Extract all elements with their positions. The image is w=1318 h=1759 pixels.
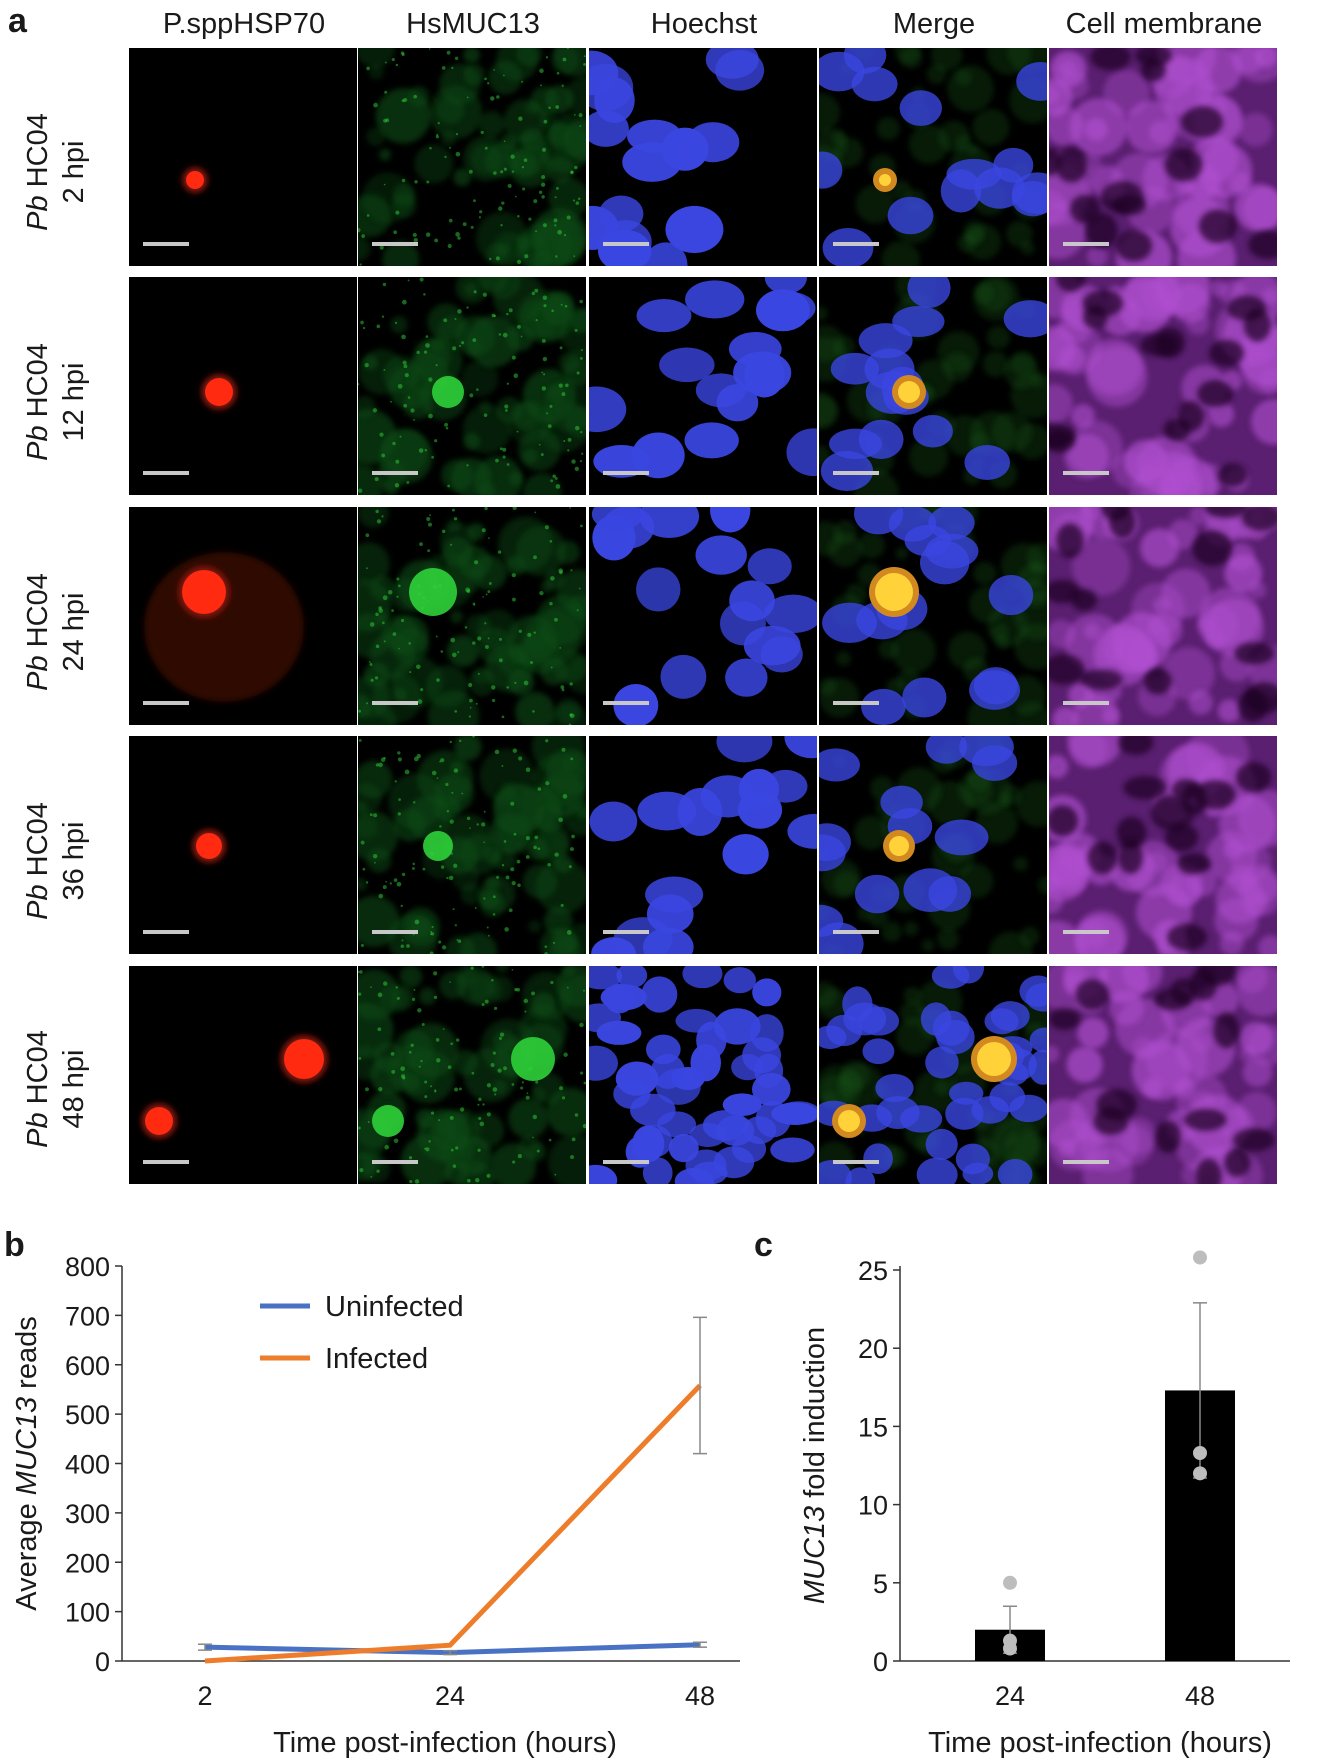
- micrograph-tile: [129, 736, 357, 954]
- y-tick-label: 600: [65, 1351, 110, 1381]
- data-point: [1003, 1633, 1017, 1648]
- column-header-merge: Merge: [892, 8, 976, 40]
- data-point: [1193, 1445, 1207, 1460]
- column-header-hoechst: Hoechst: [650, 8, 758, 40]
- micrograph-tile: [358, 966, 586, 1184]
- micrograph-tile: [358, 736, 586, 954]
- y-tick-label: 100: [65, 1598, 110, 1628]
- micrograph-tile: [358, 277, 586, 495]
- y-tick-label: 10: [858, 1491, 888, 1521]
- panel-label-b: b: [4, 1226, 25, 1264]
- micrograph-tile: [129, 277, 357, 495]
- column-header-membrane: Cell membrane: [1065, 8, 1263, 40]
- micrograph-tile: [1049, 966, 1277, 1184]
- x-tick-label: 48: [1185, 1681, 1215, 1711]
- y-tick-label: 200: [65, 1548, 110, 1578]
- micrograph-tile: [819, 966, 1047, 1184]
- x-tick-label: 48: [685, 1681, 715, 1711]
- micrograph-tile: [129, 507, 357, 725]
- bar-24: [975, 1629, 1045, 1661]
- micrograph-tile: [819, 736, 1047, 954]
- micrograph-tile: [358, 507, 586, 725]
- y-axis-label: MUC13 fold induction: [799, 1327, 831, 1604]
- micrograph-tile: [819, 277, 1047, 495]
- y-tick-label: 20: [858, 1334, 888, 1364]
- micrograph-tile: [589, 966, 817, 1184]
- micrograph-tile: [589, 48, 817, 266]
- y-tick-label: 800: [65, 1252, 110, 1282]
- x-axis-label: Time post-infection (hours): [928, 1727, 1272, 1759]
- y-axis-label: Average MUC13 reads: [11, 1316, 43, 1610]
- y-tick-label: 0: [873, 1647, 888, 1677]
- micrograph-tile: [1049, 48, 1277, 266]
- micrograph-tile: [589, 277, 817, 495]
- y-tick-label: 700: [65, 1301, 110, 1331]
- x-tick-label: 2: [197, 1681, 212, 1711]
- micrograph-tile: [1049, 277, 1277, 495]
- x-tick-label: 24: [435, 1681, 465, 1711]
- y-tick-label: 25: [858, 1256, 888, 1286]
- y-tick-label: 15: [858, 1412, 888, 1442]
- panel-label-a: a: [8, 2, 27, 40]
- data-point: [1193, 1466, 1207, 1481]
- y-tick-label: 0: [95, 1647, 110, 1677]
- micrograph-tile: [358, 48, 586, 266]
- legend-label: Uninfected: [325, 1291, 464, 1323]
- micrograph-tile: [819, 48, 1047, 266]
- y-tick-label: 500: [65, 1400, 110, 1430]
- data-point: [1003, 1575, 1017, 1590]
- data-point: [1003, 1641, 1017, 1656]
- x-axis-label: Time post-infection (hours): [273, 1727, 617, 1759]
- x-tick-label: 24: [995, 1681, 1025, 1711]
- bar-48: [1165, 1390, 1235, 1661]
- series-line-infected: [204, 1383, 702, 1664]
- y-tick-label: 5: [873, 1569, 888, 1599]
- data-point: [1193, 1250, 1207, 1265]
- micrograph-tile: [129, 48, 357, 266]
- panel-label-c: c: [754, 1226, 773, 1264]
- line-chart-muc13-reads: 0 100 200 300 400 500 600 700 800 2 24 48 Time post-…: [11, 1252, 740, 1759]
- column-header-hsp70: P.sppHSP70: [162, 8, 326, 40]
- column-header-muc13: HsMUC13: [406, 8, 540, 40]
- micrograph-tile: [1049, 507, 1277, 725]
- y-tick-label: 300: [65, 1499, 110, 1529]
- legend-label: Infected: [325, 1343, 428, 1375]
- micrograph-tile: [589, 736, 817, 954]
- micrograph-tile: [129, 966, 357, 1184]
- micrograph-tile: [819, 507, 1047, 725]
- micrograph-tile: [589, 507, 817, 725]
- micrograph-tile: [1049, 736, 1277, 954]
- y-tick-label: 400: [65, 1450, 110, 1480]
